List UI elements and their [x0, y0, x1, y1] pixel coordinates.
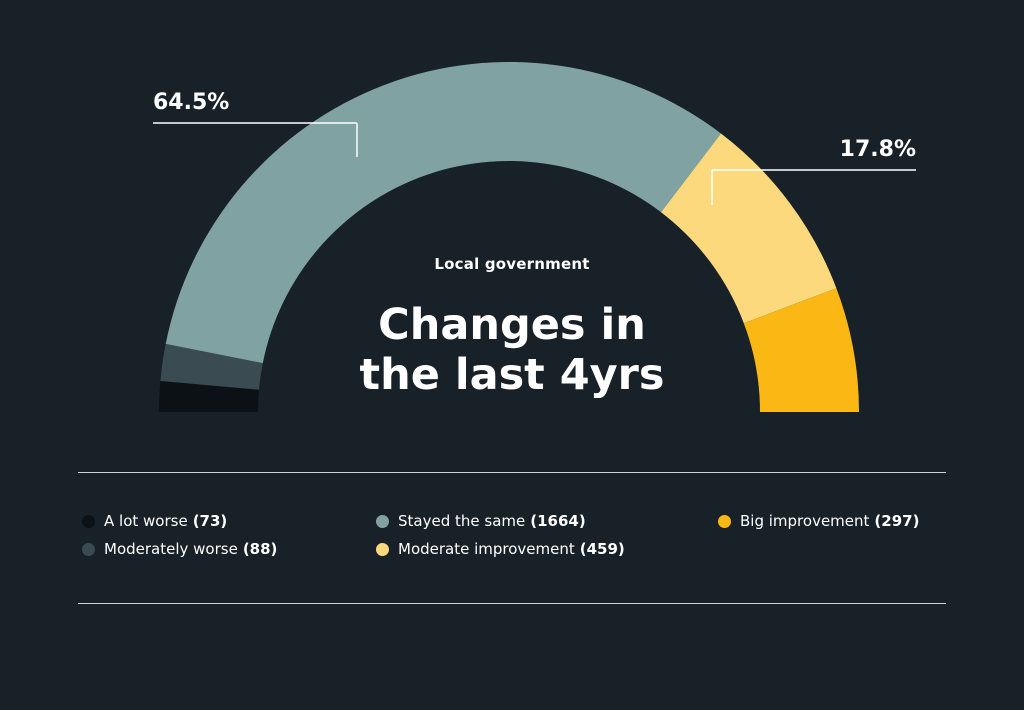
- arc-segment-a-lot-worse: [159, 380, 259, 412]
- legend-divider-bottom: [78, 603, 946, 604]
- callout-label-moderate-improvement: 17.8%: [840, 137, 916, 162]
- legend-item-moderately-worse: Moderately worse (88): [82, 540, 277, 558]
- legend-count: (73): [192, 512, 228, 530]
- legend-label: Moderately worse: [104, 540, 238, 558]
- legend-item-a-lot-worse: A lot worse (73): [82, 512, 227, 530]
- legend-label: Stayed the same: [398, 512, 526, 530]
- legend-count: (88): [242, 540, 278, 558]
- arc-segment-stayed-the-same: [165, 62, 721, 364]
- legend-count: (297): [874, 512, 920, 530]
- arc-segment-big-improvement: [743, 288, 859, 412]
- legend-label: A lot worse: [104, 512, 188, 530]
- legend-item-big-improvement: Big improvement (297): [718, 512, 919, 530]
- legend-count: (459): [579, 540, 625, 558]
- legend-count: (1664): [530, 512, 586, 530]
- chart-title-line-1: Changes in: [378, 300, 646, 350]
- arc-segment-moderately-worse: [160, 343, 263, 390]
- arc-segments: [159, 62, 859, 412]
- chart-subtitle: Local government: [434, 255, 590, 273]
- legend-item-stayed-the-same: Stayed the same (1664): [376, 512, 586, 530]
- legend-label: Big improvement: [740, 512, 870, 530]
- legend-dot-moderately-worse: [82, 542, 95, 556]
- legend-dot-stayed-the-same: [376, 514, 389, 528]
- callout-label-stayed-same: 64.5%: [153, 90, 229, 115]
- legend-item-moderate-improvement: Moderate improvement (459): [376, 540, 625, 558]
- legend-dot-big-improvement: [718, 514, 731, 528]
- legend-label: Moderate improvement: [398, 540, 575, 558]
- legend-dot-moderate-improvement: [376, 542, 389, 556]
- chart-title-line-2: the last 4yrs: [359, 350, 665, 400]
- legend-dot-a-lot-worse: [82, 514, 95, 528]
- chart-title: Changes in the last 4yrs: [0, 300, 1024, 400]
- legend-divider-top: [78, 472, 946, 473]
- arc-segment-moderate-improvement: [661, 133, 837, 324]
